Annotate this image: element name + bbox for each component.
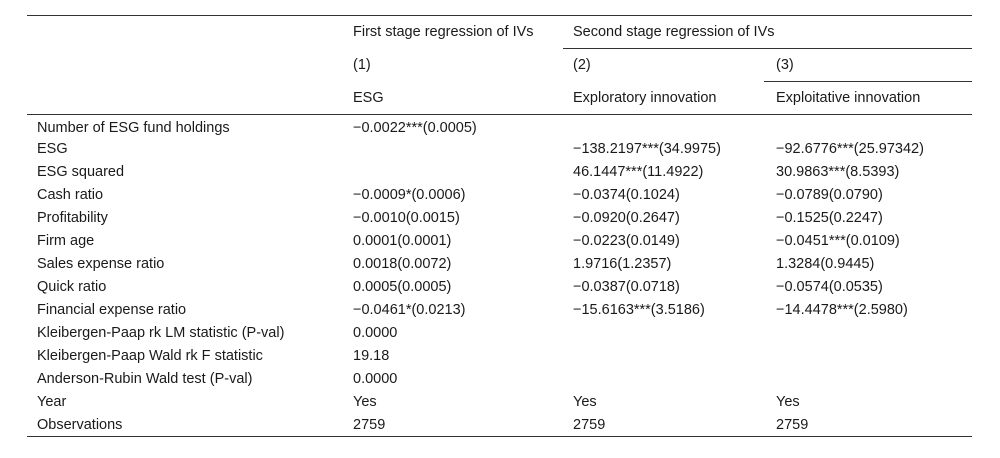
table-row: Observations 2759 2759 2759: [27, 413, 973, 437]
table-row: Cash ratio −0.0009*(0.0006) −0.0374(0.1024…: [27, 184, 972, 207]
col-number-2: (2): [573, 57, 591, 74]
cell-col-1: −0.0010(0.0015): [353, 210, 460, 226]
cell-col-1: 0.0000: [353, 325, 398, 341]
cell-col-3: 2759: [764, 413, 973, 437]
cell-col-3: 30.9863***(8.5393): [776, 164, 900, 180]
cell-col-3: Yes: [776, 394, 800, 410]
cell-col-3: [764, 368, 972, 391]
row-label: Quick ratio: [37, 279, 107, 295]
cell-col-3: −14.4478***(2.5980): [776, 302, 908, 318]
header-group-second: Second stage regression of IVs: [563, 15, 973, 49]
table-row: Kleibergen-Paap Wald rk F statistic 19.18: [27, 345, 972, 368]
row-label: Cash ratio: [37, 187, 104, 203]
cell-col-1: 0.0001(0.0001): [353, 233, 452, 249]
cell-col-1: [343, 138, 563, 161]
row-label: ESG: [37, 141, 68, 157]
row-label: Anderson-Rubin Wald test (P-val): [37, 371, 253, 387]
header-group-first: First stage regression of IVs: [343, 15, 563, 49]
cell-col-1: 0.0000: [353, 371, 398, 387]
header-row-labels: ESG Exploratory innovation Exploitative …: [27, 81, 973, 115]
cell-col-2: [563, 368, 764, 391]
cell-col-2: −15.6163***(3.5186): [573, 302, 705, 318]
cell-col-3: −0.0789(0.0790): [776, 187, 883, 203]
cell-col-3: −0.0451***(0.0109): [776, 233, 900, 249]
table-body: Number of ESG fund holdings −0.0022***(0.…: [27, 115, 973, 437]
table-row: Sales expense ratio 0.0018(0.0072) 1.9716(…: [27, 253, 972, 276]
cell-col-1: 0.0005(0.0005): [353, 279, 452, 295]
header-row-numbers: (1) (2) (3): [27, 48, 973, 82]
cell-col-1: [343, 161, 563, 184]
table-row: Quick ratio 0.0005(0.0005) −0.0387(0.0718)…: [27, 276, 972, 299]
table-row: ESG −138.2197***(34.9975) −92.6776***(25.9…: [27, 138, 972, 161]
row-label: ESG squared: [37, 164, 125, 180]
table-row: Anderson-Rubin Wald test (P-val) 0.0000: [27, 368, 972, 391]
cell-col-1: 19.18: [353, 348, 390, 364]
row-label: Sales expense ratio: [37, 256, 165, 272]
row-label: Profitability: [37, 210, 108, 226]
cell-col-1: Yes: [353, 394, 377, 410]
row-label: Financial expense ratio: [37, 302, 187, 318]
cell-col-2: −0.0387(0.0718): [573, 279, 680, 295]
table-row: Number of ESG fund holdings −0.0022***(0.…: [27, 115, 972, 138]
header-corner: [27, 49, 343, 82]
cell-col-2: 2759: [563, 413, 764, 437]
row-label: Year: [37, 394, 67, 410]
col-label-3: Exploitative innovation: [764, 81, 973, 115]
cell-col-1: 0.0018(0.0072): [353, 256, 452, 272]
row-label: Observations: [27, 413, 343, 437]
cell-col-2: −138.2197***(34.9975): [573, 141, 721, 157]
cell-col-2: 46.1447***(11.4922): [573, 164, 704, 180]
cell-col-1: 2759: [343, 413, 563, 437]
cell-col-2: −0.0223(0.0149): [573, 233, 680, 249]
cell-col-3: −92.6776***(25.97342): [776, 141, 924, 157]
table-row: Firm age 0.0001(0.0001) −0.0223(0.0149) −0.…: [27, 230, 972, 253]
table-row: Kleibergen-Paap rk LM statistic (P-val) 0…: [27, 322, 972, 345]
regression-table-container: First stage regression of IVs Second sta…: [27, 15, 973, 437]
cell-col-2: −0.0374(0.1024): [573, 187, 680, 203]
table-row: Profitability −0.0010(0.0015) −0.0920(0.26…: [27, 207, 972, 230]
cell-col-1: −0.0022***(0.0005): [353, 119, 477, 136]
cell-col-2: −0.0920(0.2647): [573, 210, 680, 226]
col-number-3: (3): [764, 48, 973, 82]
table-row: Year Yes Yes Yes: [27, 391, 972, 414]
header-row-groups: First stage regression of IVs Second sta…: [27, 15, 973, 49]
col-label-2: Exploratory innovation: [563, 81, 764, 115]
cell-col-1: −0.0009*(0.0006): [353, 187, 466, 203]
cell-col-3: [764, 115, 972, 138]
cell-col-2: [563, 115, 764, 138]
cell-col-2: 1.9716(1.2357): [573, 256, 672, 272]
cell-col-2: Yes: [573, 394, 597, 410]
cell-col-1: −0.0461*(0.0213): [353, 302, 466, 318]
cell-col-3: [764, 345, 972, 368]
table-row: ESG squared 46.1447***(11.4922) 30.9863***…: [27, 161, 972, 184]
cell-col-3: −0.1525(0.2247): [776, 210, 883, 226]
table-header: First stage regression of IVs Second sta…: [27, 15, 973, 115]
col-label-1: ESG: [343, 81, 563, 115]
cell-col-3: −0.0574(0.0535): [776, 279, 883, 295]
row-label: Firm age: [37, 233, 95, 249]
row-label: Number of ESG fund holdings: [37, 119, 230, 136]
cell-col-2: [563, 345, 764, 368]
cell-col-2: [563, 322, 764, 345]
cell-col-3: [764, 322, 972, 345]
header-corner: [27, 81, 343, 115]
table-row: Financial expense ratio −0.0461*(0.0213) −…: [27, 299, 972, 322]
cell-col-3: 1.3284(0.9445): [776, 256, 875, 272]
header-corner: [27, 15, 343, 49]
regression-table: First stage regression of IVs Second sta…: [27, 15, 973, 437]
row-label: Kleibergen-Paap rk LM statistic (P-val): [37, 325, 285, 341]
row-label: Kleibergen-Paap Wald rk F statistic: [37, 348, 263, 364]
col-number-1: (1): [353, 57, 371, 73]
